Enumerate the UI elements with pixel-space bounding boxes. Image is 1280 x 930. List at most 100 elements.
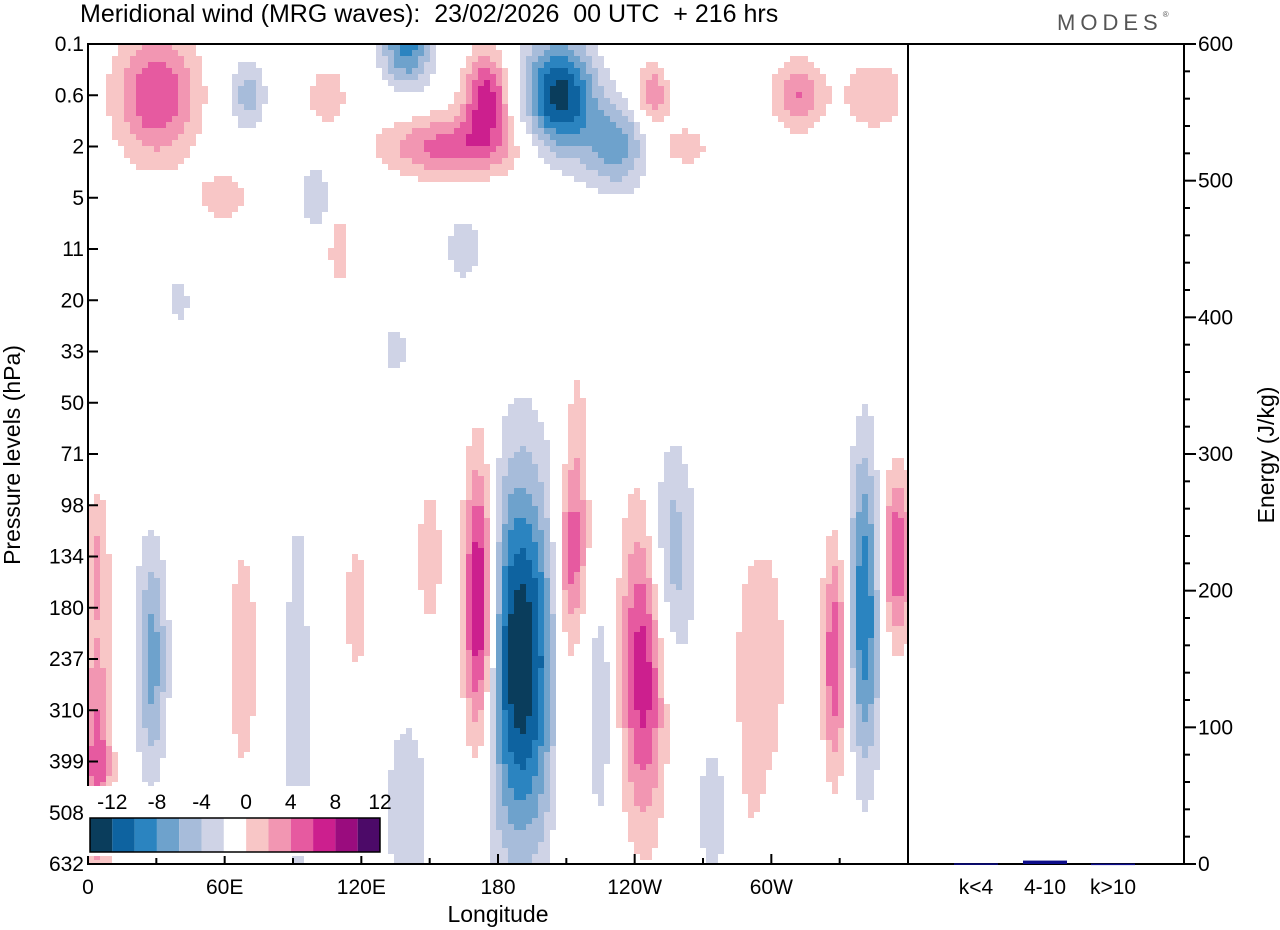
heatmap-cell xyxy=(148,116,154,122)
heatmap-cell xyxy=(484,608,490,614)
heatmap-cell xyxy=(868,494,874,500)
heatmap-cell xyxy=(688,506,694,512)
heatmap-cell xyxy=(226,212,232,218)
heatmap-cell xyxy=(856,758,862,764)
heatmap-cell xyxy=(166,662,172,668)
heatmap-cell xyxy=(652,710,658,716)
heatmap-cell xyxy=(544,542,550,548)
heatmap-cell xyxy=(496,818,502,824)
heatmap-cell xyxy=(406,782,412,788)
heatmap-cell xyxy=(514,656,520,662)
heatmap-cell xyxy=(892,470,898,476)
heatmap-cell xyxy=(832,788,838,794)
heatmap-cell xyxy=(532,764,538,770)
heatmap-cell xyxy=(580,590,586,596)
heatmap-cell xyxy=(106,596,112,602)
heatmap-cell xyxy=(172,140,178,146)
heatmap-cell xyxy=(838,740,844,746)
heatmap-cell xyxy=(88,620,94,626)
heatmap-cell xyxy=(538,668,544,674)
heatmap-cell xyxy=(520,638,526,644)
heatmap-cell xyxy=(886,104,892,110)
heatmap-cell xyxy=(358,560,364,566)
heatmap-cell xyxy=(658,494,664,500)
heatmap-cell xyxy=(850,656,856,662)
heatmap-cell xyxy=(478,626,484,632)
heatmap-cell xyxy=(874,98,880,104)
heatmap-cell xyxy=(598,62,604,68)
heatmap-cell xyxy=(850,596,856,602)
heatmap-cell xyxy=(892,626,898,632)
heatmap-cell xyxy=(172,152,178,158)
heatmap-cell xyxy=(502,722,508,728)
heatmap-cell xyxy=(436,554,442,560)
heatmap-cell xyxy=(148,536,154,542)
heatmap-cell xyxy=(520,104,526,110)
heatmap-cell xyxy=(226,188,232,194)
heatmap-cell xyxy=(532,530,538,536)
heatmap-cell xyxy=(484,170,490,176)
heatmap-cell xyxy=(304,206,310,212)
heatmap-cell xyxy=(496,116,502,122)
heatmap-cell xyxy=(466,446,472,452)
heatmap-cell xyxy=(550,44,556,50)
heatmap-cell xyxy=(436,566,442,572)
heatmap-cell xyxy=(526,572,532,578)
heatmap-cell xyxy=(382,128,388,134)
heatmap-cell xyxy=(502,92,508,98)
heatmap-cell xyxy=(760,572,766,578)
heatmap-cell xyxy=(316,86,322,92)
heatmap-cell xyxy=(436,140,442,146)
heatmap-cell xyxy=(748,650,754,656)
heatmap-cell xyxy=(634,602,640,608)
heatmap-cell xyxy=(178,308,184,314)
heatmap-cell xyxy=(520,446,526,452)
heatmap-cell xyxy=(742,728,748,734)
heatmap-cell xyxy=(526,584,532,590)
heatmap-cell xyxy=(190,74,196,80)
heatmap-cell xyxy=(532,62,538,68)
heatmap-cell xyxy=(424,44,430,50)
heatmap-cell xyxy=(88,578,94,584)
heatmap-cell xyxy=(460,602,466,608)
heatmap-cell xyxy=(436,170,442,176)
heatmap-cell xyxy=(850,608,856,614)
heatmap-cell xyxy=(532,794,538,800)
heatmap-cell xyxy=(136,644,142,650)
heatmap-cell xyxy=(526,506,532,512)
heatmap-cell xyxy=(634,164,640,170)
heatmap-cell xyxy=(106,566,112,572)
heatmap-cell xyxy=(640,770,646,776)
heatmap-cell xyxy=(484,62,490,68)
heatmap-cell xyxy=(562,566,568,572)
heatmap-cell xyxy=(664,548,670,554)
heatmap-cell xyxy=(316,176,322,182)
heatmap-cell xyxy=(508,752,514,758)
heatmap-cell xyxy=(754,782,760,788)
heatmap-cell xyxy=(898,524,904,530)
heatmap-cell xyxy=(148,110,154,116)
heatmap-cell xyxy=(106,674,112,680)
heatmap-cell xyxy=(484,176,490,182)
heatmap-cell xyxy=(706,758,712,764)
heatmap-cell xyxy=(394,164,400,170)
heatmap-cell xyxy=(472,248,478,254)
heatmap-cell xyxy=(292,572,298,578)
heatmap-cell xyxy=(604,176,610,182)
heatmap-cell xyxy=(460,524,466,530)
heatmap-cell xyxy=(460,644,466,650)
heatmap-cell xyxy=(616,158,622,164)
heatmap-cell xyxy=(682,128,688,134)
heatmap-cell xyxy=(688,140,694,146)
heatmap-cell xyxy=(232,104,238,110)
heatmap-cell xyxy=(406,788,412,794)
heatmap-cell xyxy=(628,524,634,530)
heatmap-cell xyxy=(394,356,400,362)
heatmap-cell xyxy=(424,134,430,140)
heatmap-cell xyxy=(646,608,652,614)
heatmap-cell xyxy=(874,560,880,566)
heatmap-cell xyxy=(808,98,814,104)
heatmap-cell xyxy=(88,584,94,590)
heatmap-cell xyxy=(616,722,622,728)
heatmap-cell xyxy=(310,92,316,98)
